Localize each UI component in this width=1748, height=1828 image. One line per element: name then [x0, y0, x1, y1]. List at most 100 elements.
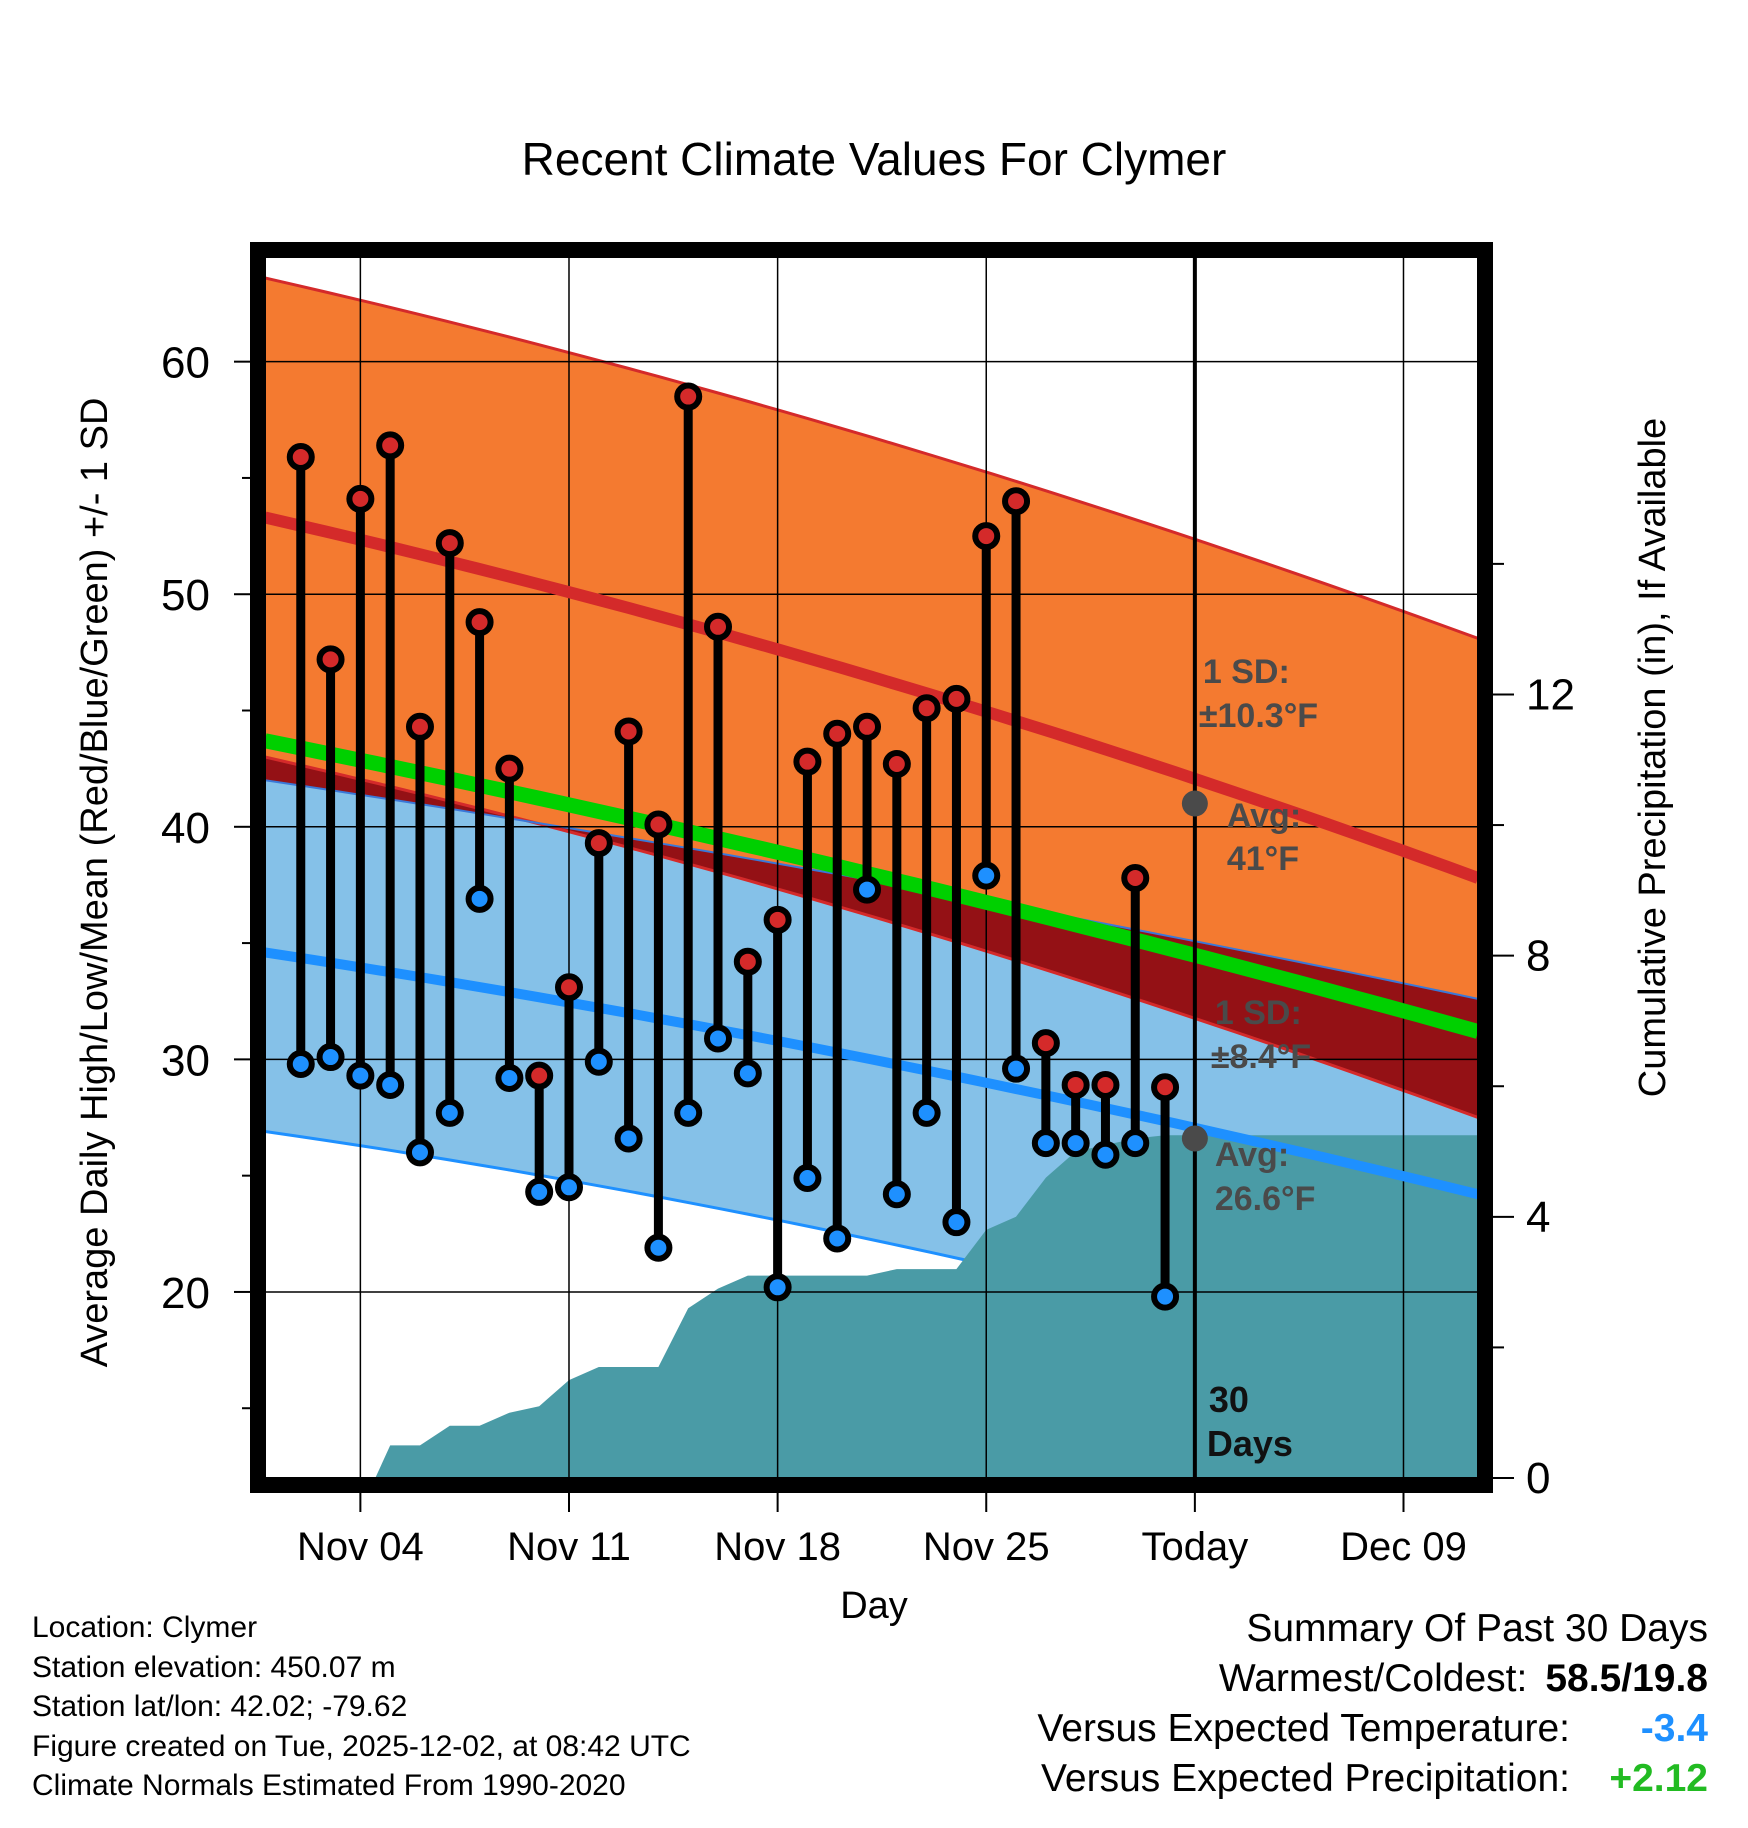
summary-precip-row: Versus Expected Precipitation: +2.12 [1037, 1754, 1708, 1804]
obs-low-point [346, 1061, 375, 1090]
obs-low-point [912, 1098, 941, 1127]
climate-normals-period: Climate Normals Estimated From 1990-2020 [32, 1769, 626, 1802]
high-avg-value: 41°F [1227, 840, 1299, 878]
high-sd-value: ±10.3°F [1199, 697, 1318, 735]
location-name: Location: Clymer [32, 1611, 258, 1644]
obs-high-point [286, 443, 315, 472]
y2-axis-label: Cumulative Precipitation (in), If Availa… [1632, 418, 1674, 1097]
obs-low-point [495, 1063, 524, 1092]
obs-high-point [912, 694, 941, 723]
avg-low-line [265, 947, 1478, 1200]
obs-low-point [704, 1024, 733, 1053]
obs-high-point [763, 905, 792, 934]
obs-high-point [1002, 487, 1031, 516]
obs-low-point [1151, 1282, 1180, 1311]
x-tick-label: Dec 09 [1340, 1525, 1467, 1569]
plot-frame [250, 242, 1493, 1493]
y-tick-label: 50 [161, 571, 210, 620]
obs-high-point [495, 754, 524, 783]
low-avg-value: 26.6°F [1215, 1180, 1316, 1218]
temp-label: Versus Expected Temperature: [1037, 1707, 1570, 1750]
y2-tick-label: 4 [1526, 1193, 1550, 1242]
today-avg-low-marker [1181, 1125, 1208, 1152]
obs-low-point [554, 1173, 583, 1202]
low-sd-value: ±8.4°F [1211, 1038, 1311, 1076]
summary-temp-row: Versus Expected Temperature: -3.4 [1037, 1704, 1708, 1754]
obs-high-point [346, 484, 375, 513]
x-tick-label: Nov 11 [507, 1525, 631, 1569]
location-info: Location: Clymer Station elevation: 450.… [32, 1608, 691, 1806]
obs-low-point [405, 1138, 434, 1167]
y-tick-label: 20 [161, 1269, 210, 1318]
obs-low-point [882, 1180, 911, 1209]
obs-high-point [614, 717, 643, 746]
obs-high-point [644, 810, 673, 839]
obs-high-point [435, 529, 464, 558]
avg-high-line [265, 511, 1478, 884]
high-sd-label: 1 SD: [1203, 653, 1290, 691]
obs-low-point [853, 875, 882, 904]
obs-high-point [1121, 863, 1150, 892]
obs-low-point [1002, 1054, 1031, 1083]
obs-high-point [554, 973, 583, 1002]
cumulative-precip-area [285, 1135, 1478, 1478]
obs-high-point [972, 522, 1001, 551]
chart-title: Recent Climate Values For Clymer [522, 133, 1227, 185]
obs-low-point [763, 1273, 792, 1302]
station-latlon: Station lat/lon: 42.02; -79.62 [32, 1690, 408, 1723]
y-tick-label: 60 [161, 339, 210, 388]
window-label-number: 30 [1209, 1379, 1249, 1420]
figure-created: Figure created on Tue, 2025-12-02, at 08… [32, 1729, 691, 1763]
station-elevation: Station elevation: 450.07 m [32, 1650, 396, 1684]
obs-low-point [674, 1098, 703, 1127]
window-label-days: Days [1207, 1423, 1293, 1464]
climate-chart: Recent Climate Values For Clymer 1 SD: ±1… [74, 133, 1674, 1569]
y2-tick-label: 0 [1526, 1454, 1550, 1503]
obs-low-point [823, 1224, 852, 1253]
obs-high-point [882, 750, 911, 779]
obs-low-point [1031, 1129, 1060, 1158]
low-sd-label: 1 SD: [1215, 994, 1302, 1032]
obs-high-point [793, 747, 822, 776]
obs-low-point [316, 1043, 345, 1072]
obs-high-point [465, 608, 494, 637]
high-sd-upper-line [265, 276, 1478, 640]
obs-high-point [733, 947, 762, 976]
precip-label: Versus Expected Precipitation: [1041, 1757, 1570, 1800]
temp-value: -3.4 [1640, 1707, 1708, 1750]
warmest-label: Warmest/Coldest: [1218, 1657, 1528, 1700]
obs-low-point [435, 1098, 464, 1127]
obs-high-point [942, 684, 971, 713]
obs-low-point [525, 1177, 554, 1206]
obs-high-point [376, 431, 405, 460]
obs-high-point [853, 712, 882, 741]
obs-low-point [465, 884, 494, 913]
today-avg-high-marker [1181, 790, 1208, 817]
obs-high-point [1151, 1073, 1180, 1102]
x-axis-label-text: Day [840, 1585, 908, 1627]
obs-low-point [942, 1208, 971, 1237]
x-tick-label: Today [1141, 1525, 1248, 1569]
obs-high-point [704, 612, 733, 641]
y2-tick-label: 8 [1526, 932, 1550, 981]
obs-high-point [316, 645, 345, 674]
summary-warmest-row: Warmest/Coldest: 58.5/19.8 [1037, 1654, 1708, 1704]
obs-high-point [584, 829, 613, 858]
obs-low-point [1061, 1129, 1090, 1158]
low-avg-label: Avg: [1215, 1136, 1289, 1174]
obs-high-point [405, 712, 434, 741]
x-tick-label: Nov 25 [923, 1525, 1050, 1569]
high-avg-label: Avg: [1227, 797, 1301, 835]
y2-tick-label: 12 [1526, 670, 1575, 719]
obs-low-point [972, 861, 1001, 890]
obs-low-point [614, 1124, 643, 1153]
y-axis-label: Average Daily High/Low/Mean (Red/Blue/Gr… [74, 398, 116, 1368]
high-sd-lower-line [265, 755, 1478, 1119]
summary-title: Summary Of Past 30 Days [1246, 1607, 1708, 1650]
obs-high-point [823, 719, 852, 748]
obs-low-point [1121, 1129, 1150, 1158]
summary-panel: Summary Of Past 30 Days Warmest/Coldest:… [1037, 1604, 1708, 1804]
obs-high-point [1031, 1029, 1060, 1058]
obs-low-point [644, 1233, 673, 1262]
obs-high-point [1061, 1070, 1090, 1099]
